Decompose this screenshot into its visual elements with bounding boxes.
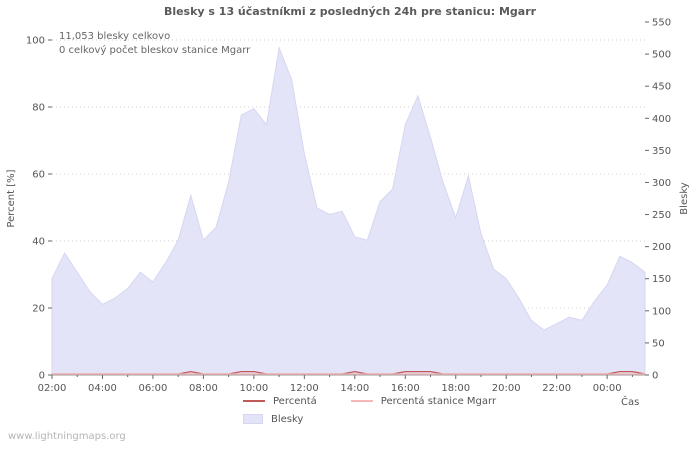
svg-text:0: 0 xyxy=(39,371,45,382)
legend-row-area: Blesky xyxy=(243,410,496,428)
svg-text:40: 40 xyxy=(32,237,45,248)
svg-text:100: 100 xyxy=(26,36,45,47)
svg-text:80: 80 xyxy=(32,103,45,114)
watermark-link[interactable]: www.lightningmaps.org xyxy=(8,431,126,442)
svg-text:00:00: 00:00 xyxy=(593,383,622,392)
svg-text:10:00: 10:00 xyxy=(239,383,268,392)
svg-text:18:00: 18:00 xyxy=(441,383,470,392)
svg-text:16:00: 16:00 xyxy=(391,383,420,392)
percenta-stanice-line-swatch xyxy=(350,400,373,402)
svg-text:150: 150 xyxy=(652,274,671,285)
svg-text:250: 250 xyxy=(652,210,671,221)
svg-text:200: 200 xyxy=(652,242,671,253)
legend-label-percenta-stanice: Percentá stanice Mgarr xyxy=(380,395,497,407)
svg-text:100: 100 xyxy=(652,306,671,317)
svg-text:50: 50 xyxy=(652,338,665,349)
svg-text:500: 500 xyxy=(652,50,671,61)
svg-text:60: 60 xyxy=(32,170,45,181)
svg-text:450: 450 xyxy=(652,82,671,93)
svg-text:08:00: 08:00 xyxy=(189,383,218,392)
legend: Percentá Percentá stanice Mgarr Blesky xyxy=(243,392,496,428)
svg-text:300: 300 xyxy=(652,178,671,189)
svg-text:Percent [%]: Percent [%] xyxy=(6,169,17,227)
svg-text:550: 550 xyxy=(652,18,671,29)
svg-text:14:00: 14:00 xyxy=(340,383,369,392)
lightning-chart: 0 20 40 60 80 100 0 50 100 150 200 250 300 350 400 450 5… xyxy=(6,18,690,393)
svg-text:20:00: 20:00 xyxy=(492,383,521,392)
svg-text:0: 0 xyxy=(652,371,658,382)
legend-label-percenta: Percentá xyxy=(273,395,317,407)
svg-text:22:00: 22:00 xyxy=(542,383,571,392)
svg-text:350: 350 xyxy=(652,146,671,157)
svg-text:04:00: 04:00 xyxy=(88,383,117,392)
x-axis-title: Čas xyxy=(621,397,640,408)
legend-row-lines: Percentá Percentá stanice Mgarr xyxy=(243,392,496,410)
svg-text:02:00: 02:00 xyxy=(38,383,67,392)
total-strikes-annotation: 11,053 blesky celkovo xyxy=(59,31,171,42)
legend-label-blesky: Blesky xyxy=(271,413,304,425)
svg-text:12:00: 12:00 xyxy=(290,383,319,392)
station-total-annotation: 0 celkový počet bleskov stanice Mgarr xyxy=(59,45,251,56)
percenta-line-swatch xyxy=(243,400,265,402)
svg-text:20: 20 xyxy=(32,304,45,315)
blesky-area-swatch xyxy=(243,414,263,424)
svg-text:400: 400 xyxy=(652,114,671,125)
svg-text:06:00: 06:00 xyxy=(139,383,168,392)
chart-title: Blesky s 13 účastníkmi z posledných 24h … xyxy=(163,5,537,18)
svg-text:Blesky: Blesky xyxy=(679,182,690,214)
